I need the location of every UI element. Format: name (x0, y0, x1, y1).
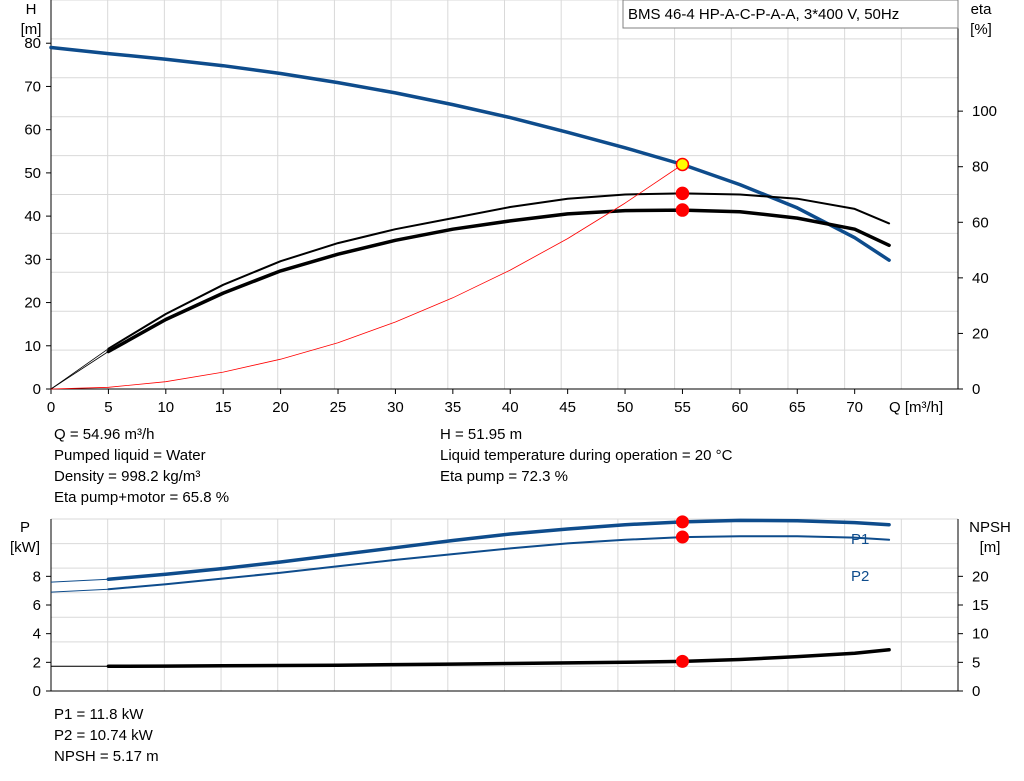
y-left-tick-label: 80 (24, 35, 41, 52)
y-left-tick-label: 50 (24, 165, 41, 182)
x-tick-label: 5 (104, 399, 112, 416)
info-p1: P1 = 11.8 kW (54, 706, 144, 723)
y-left-label: H (26, 1, 37, 18)
npsh-axis-unit: [m] (980, 539, 1001, 556)
npsh-tick-label: 5 (972, 654, 980, 671)
y-right-tick-label: 60 (972, 214, 989, 231)
x-tick-label: 35 (444, 399, 461, 416)
y-left-unit: [m] (21, 21, 42, 38)
p2-curve (107, 535, 891, 591)
p-tick-label: 4 (33, 626, 41, 643)
p-tick-label: 8 (33, 568, 41, 585)
p-axis-unit: [kW] (10, 539, 40, 556)
info-eta-pump: Eta pump = 72.3 % (440, 468, 568, 485)
info-head: H = 51.95 m (440, 426, 523, 443)
p-axis-label: P (20, 519, 30, 536)
x-tick-label: 10 (157, 399, 174, 416)
info-liquid: Pumped liquid = Water (54, 447, 206, 464)
info-npsh: NPSH = 5.17 m (54, 748, 159, 765)
info-bottom: P1 = 11.8 kW P2 = 10.74 kW NPSH = 5.17 m (54, 704, 159, 767)
duty-point (675, 515, 689, 529)
duty-point (675, 654, 689, 668)
p-tick-label: 2 (33, 654, 41, 671)
eta-total-curve (106, 208, 891, 354)
info-temperature: Liquid temperature during operation = 20… (440, 447, 733, 464)
y-right-tick-label: 40 (972, 270, 989, 287)
y-left-tick-label: 60 (24, 122, 41, 139)
p2-curve-lead (50, 588, 109, 593)
y-right-label: eta (971, 1, 993, 18)
system-curve (50, 164, 683, 390)
p-tick-label: 0 (33, 683, 41, 700)
info-eta-pump-motor: Eta pump+motor = 65.8 % (54, 489, 230, 506)
p-tick-label: 6 (33, 597, 41, 614)
title-box (622, 0, 959, 29)
info-flow: Q = 54.96 m³/h (54, 426, 155, 443)
info-mid: H = 51.95 m Liquid temperature during op… (440, 424, 732, 487)
eta-pump-curve (107, 192, 891, 350)
npsh-axis-label: NPSH (969, 519, 1011, 536)
y-right-tick-label: 0 (972, 381, 980, 398)
x-tick-label: 45 (559, 399, 576, 416)
x-tick-label: 55 (674, 399, 691, 416)
p2-series-label: P2 (851, 568, 869, 585)
x-axis-label: Q [m³/h] (889, 399, 943, 416)
info-left: Q = 54.96 m³/h Pumped liquid = Water Den… (54, 424, 229, 508)
y-right-tick-label: 20 (972, 325, 989, 342)
x-tick-label: 40 (502, 399, 519, 416)
npsh-tick-label: 0 (972, 683, 980, 700)
x-tick-label: 50 (617, 399, 634, 416)
y-left-tick-label: 10 (24, 338, 41, 355)
p1-series-label: P1 (851, 531, 869, 548)
x-tick-label: 20 (272, 399, 289, 416)
info-p2: P2 = 10.74 kW (54, 727, 153, 744)
y-left-tick-label: 20 (24, 295, 41, 312)
y-right-tick-label: 80 (972, 159, 989, 176)
duty-point (675, 157, 690, 172)
x-tick-label: 60 (732, 399, 749, 416)
x-tick-label: 65 (789, 399, 806, 416)
y-right-tick-label: 100 (972, 103, 997, 120)
info-density: Density = 998.2 kg/m³ (54, 468, 201, 485)
npsh-curve (106, 647, 891, 669)
y-left-tick-label: 70 (24, 78, 41, 95)
x-tick-label: 30 (387, 399, 404, 416)
x-tick-label: 25 (330, 399, 347, 416)
x-tick-label: 0 (47, 399, 55, 416)
y-right-unit: [%] (970, 21, 992, 38)
npsh-tick-label: 15 (972, 597, 989, 614)
npsh-tick-label: 20 (972, 568, 989, 585)
y-left-tick-label: 30 (24, 251, 41, 268)
p1-curve-lead (50, 578, 109, 583)
npsh-tick-label: 10 (972, 626, 989, 643)
y-left-tick-label: 0 (33, 381, 41, 398)
duty-point (675, 530, 689, 544)
x-tick-label: 70 (846, 399, 863, 416)
x-tick-label: 15 (215, 399, 232, 416)
y-left-tick-label: 40 (24, 208, 41, 225)
eta-total-lead-line (50, 351, 109, 390)
p1-curve (106, 518, 891, 581)
duty-point (675, 203, 690, 217)
duty-point (675, 186, 690, 201)
chart-title: BMS 46-4 HP-A-C-P-A-A, 3*400 V, 50Hz (628, 6, 899, 23)
